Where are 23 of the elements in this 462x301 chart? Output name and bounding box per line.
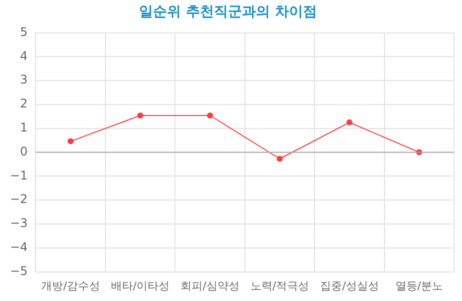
y-tick-label: 1 [20,120,28,135]
point [206,112,213,118]
y-tick-label: −5 [10,264,28,278]
y-tick-label: −1 [10,168,28,182]
point [346,119,352,126]
point [68,138,74,144]
y-tick-label: 2 [20,96,28,111]
x-tick-label: 회피/심약성 [180,279,240,292]
x-tick-label: 열등/분노 [395,279,443,292]
y-tick-label: 5 [20,24,28,39]
y-tick-label: −3 [10,216,28,230]
x-tick-label: 개방/감수성 [41,279,100,292]
y-tick-label: 3 [20,72,28,87]
point [276,156,283,162]
chart-title: 일순위 추천직군과의 차이점 [139,4,317,20]
y-tick-label: −2 [10,192,28,206]
y-tick-label: 4 [20,48,28,63]
y-tick-label: −4 [10,240,28,254]
x-tick-label: 배타/이타성 [110,279,170,292]
x-tick-label: 집중/성실성 [320,279,379,292]
x-tick-label: 노력/적극성 [250,279,310,292]
y-tick-label: 0 [20,144,28,158]
point [137,112,144,118]
